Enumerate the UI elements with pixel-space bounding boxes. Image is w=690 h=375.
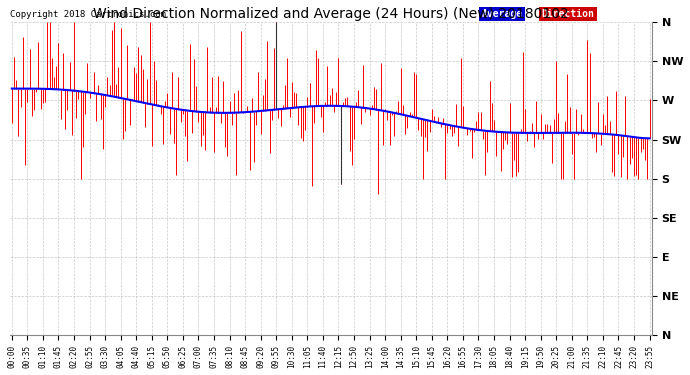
- Text: Average: Average: [482, 9, 523, 19]
- Text: Direction: Direction: [542, 9, 594, 19]
- Title: Wind Direction Normalized and Average (24 Hours) (New) 20180102: Wind Direction Normalized and Average (2…: [93, 7, 569, 21]
- Text: Copyright 2018 Cartronics.com: Copyright 2018 Cartronics.com: [10, 10, 166, 19]
